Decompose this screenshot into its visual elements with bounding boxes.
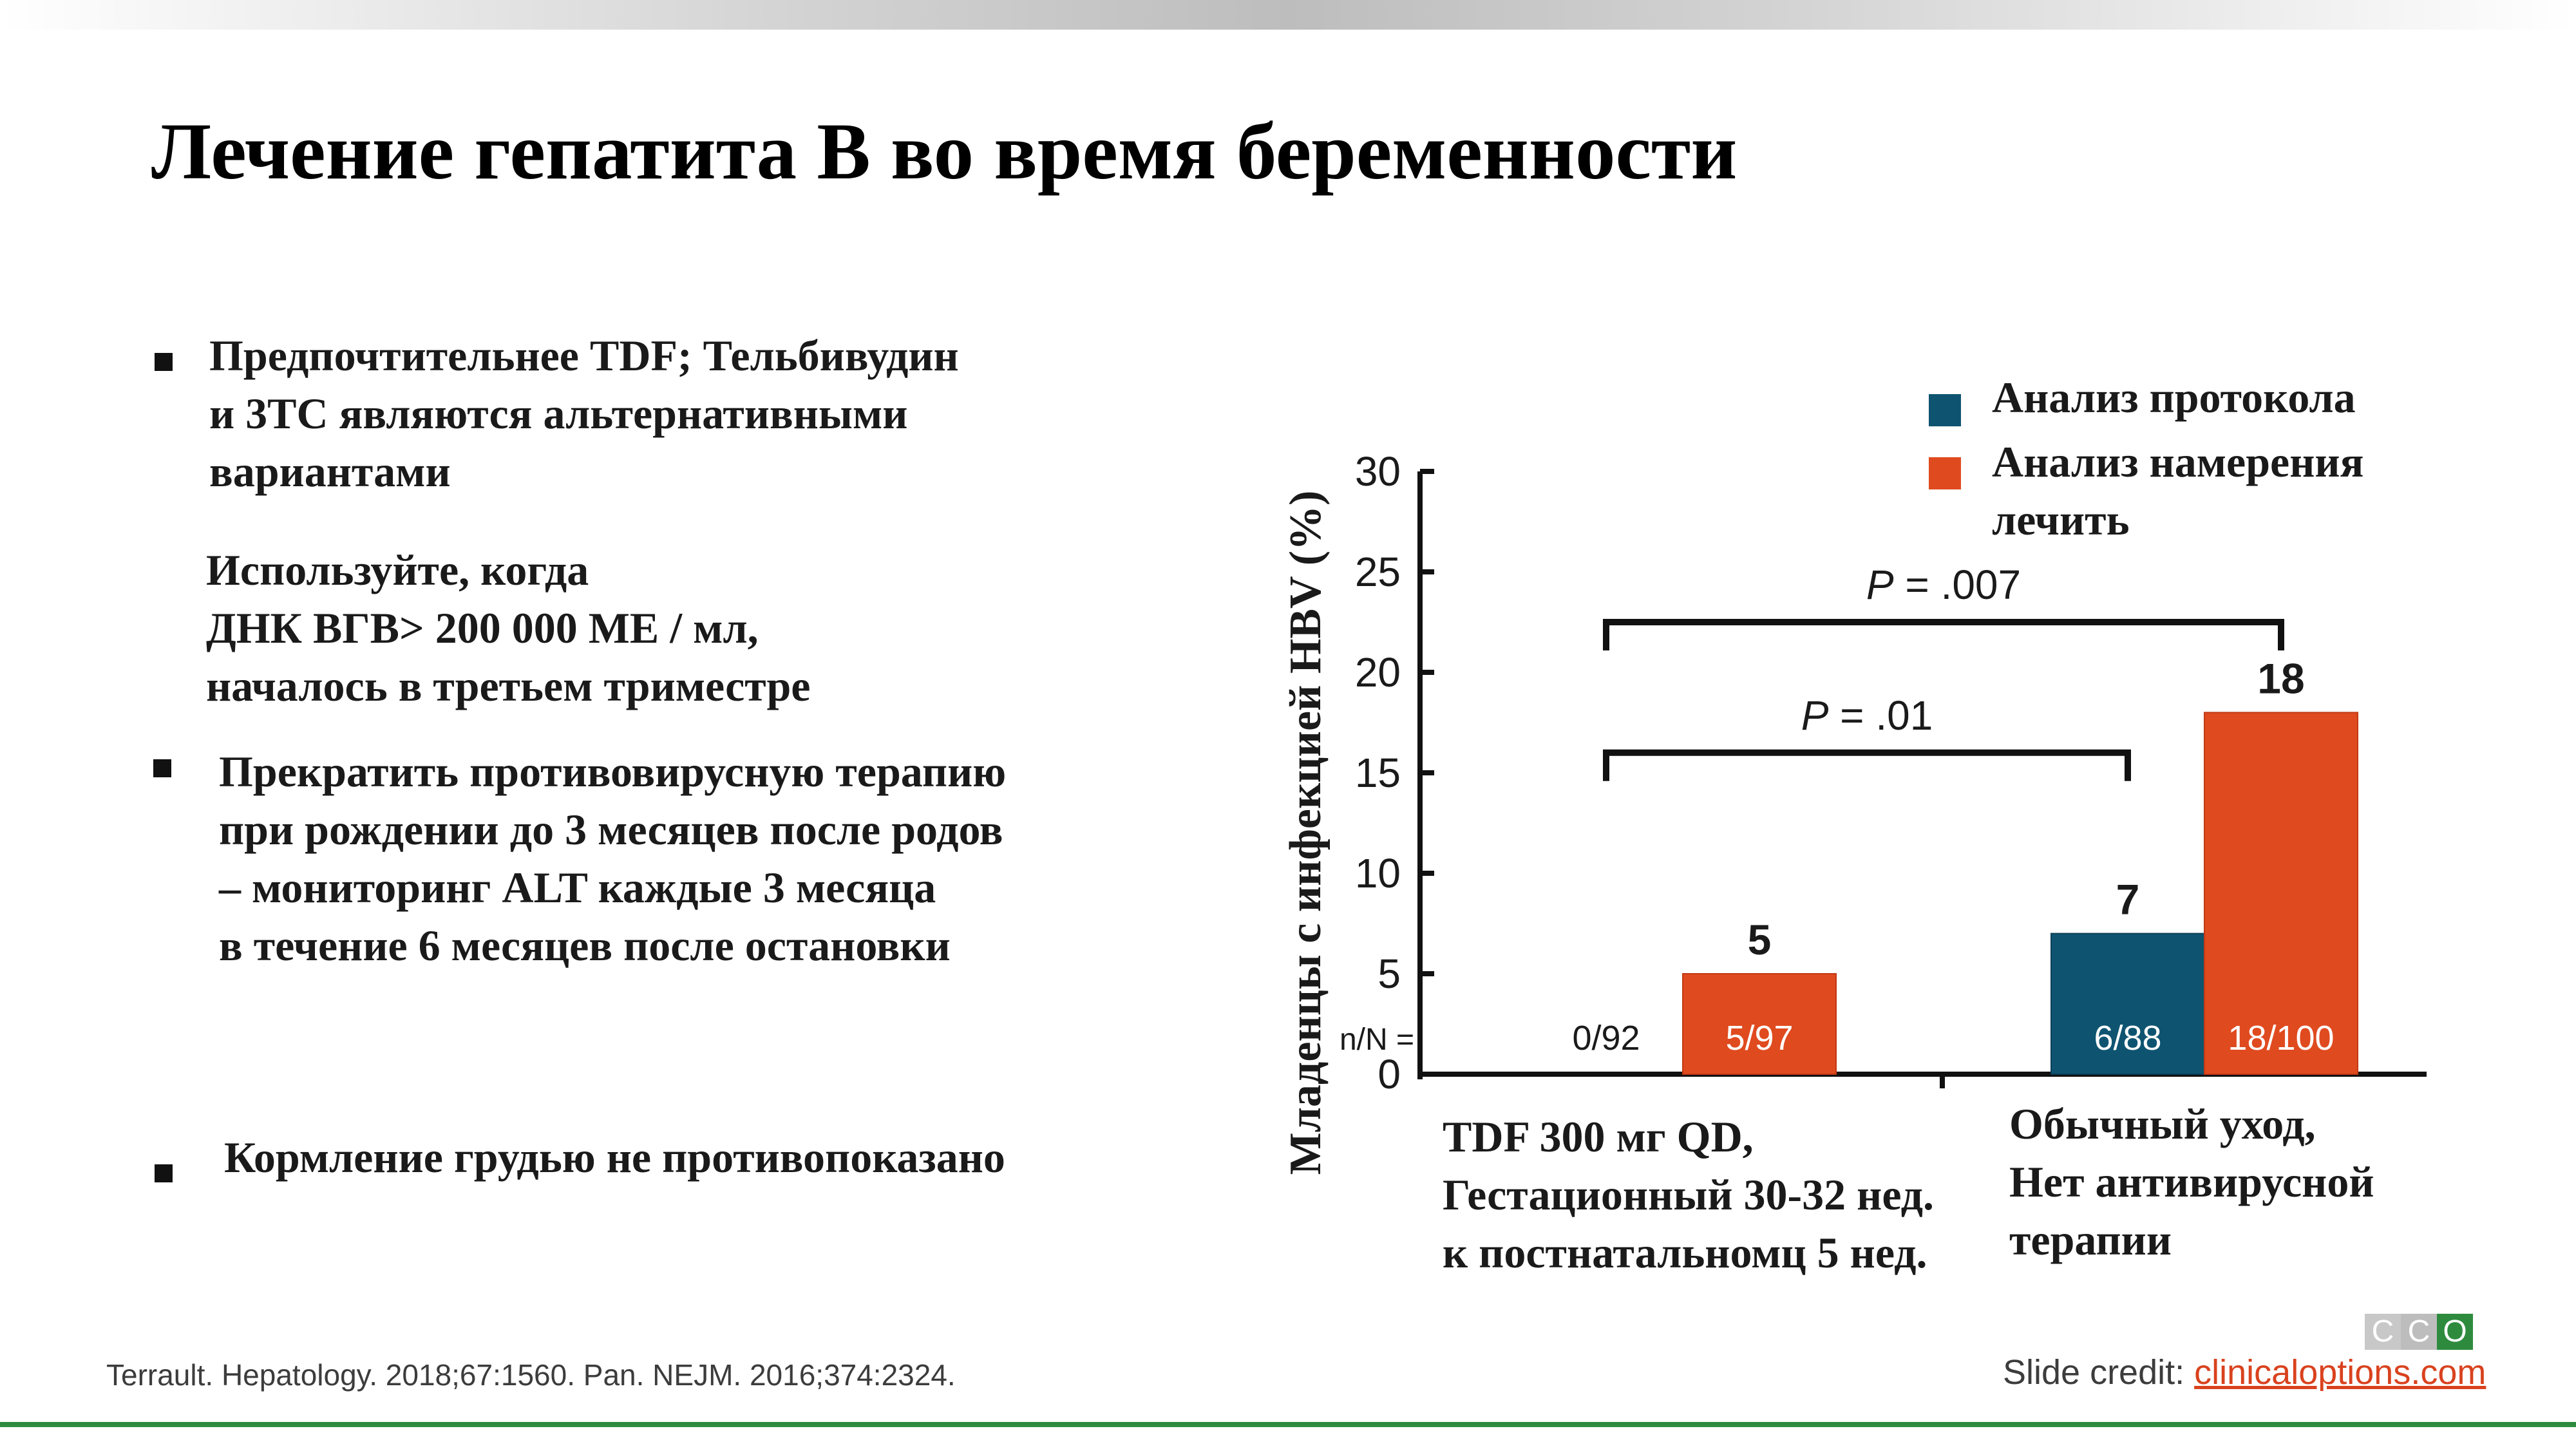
n-label: 6/88 (2094, 1019, 2161, 1057)
cco-logo: C C O (2365, 1314, 2473, 1350)
bullet-3-line-3: – мониторинг ALT каждые 3 месяца (219, 863, 936, 912)
bullet-1-line-2: и 3TC являются альтернативными (209, 389, 908, 438)
bar-value-label: 7 (2116, 876, 2140, 923)
p-symbol: P (1801, 692, 1829, 739)
bullet-3-line-4: в течение 6 месяцев после остановки (219, 921, 951, 970)
category-label-standard-care-line-1: Обычный уход, (2009, 1099, 2316, 1148)
p-value-label: P = .01 (1801, 692, 1933, 739)
n-label-prefix: n/N = (1340, 1023, 1414, 1057)
p-value: = .01 (1828, 692, 1933, 739)
legend-label-itt-line-1: Анализ намерения (1992, 437, 2364, 486)
bullet-1: Предпочтительнее TDF; Тельбивудин и 3TC … (209, 327, 959, 500)
bullet-square-icon (155, 1164, 173, 1182)
bullet-1-line-3: вариантами (209, 447, 451, 496)
p-value: = .007 (1894, 562, 2022, 608)
y-tick-label: 20 (1355, 649, 1401, 696)
bottom-green-line (0, 1422, 2576, 1427)
bullet-1-line-1: Предпочтительнее TDF; Тельбивудин (209, 331, 959, 380)
bullet-2-line-3: началось в третьем триместре (206, 661, 811, 710)
category-label-tdf-line-1: TDF 300 мг QD, (1443, 1112, 1754, 1161)
p-value-label: P = .007 (1866, 562, 2021, 608)
category-label-tdf: TDF 300 мг QD, Гестационный 30-32 нед. к… (1443, 1108, 1934, 1282)
y-tick-label: 0 (1378, 1051, 1401, 1097)
significance-bracket (1603, 749, 2131, 781)
y-tick-label: 25 (1355, 549, 1401, 595)
logo-letter-c2: C (2401, 1314, 2437, 1350)
y-tick-label: 15 (1355, 750, 1401, 796)
category-label-tdf-line-2: Гестационный 30-32 нед. (1443, 1170, 1935, 1219)
bar-1-0 (1682, 973, 1837, 1075)
bullet-square-icon (153, 759, 171, 777)
legend-swatch-itt (1929, 457, 1961, 489)
top-gradient-bar (0, 0, 2576, 30)
category-label-standard-care-line-2: Нет антивирусной (2009, 1157, 2374, 1206)
bullet-3-line-1: Прекратить противовирусную терапию (219, 747, 1007, 796)
category-label-standard-care: Обычный уход, Нет антивирусной терапии (2009, 1095, 2374, 1269)
significance-bracket (1603, 619, 2284, 650)
category-label-standard-care-line-3: терапии (2009, 1215, 2172, 1264)
bullet-4: Кормление грудью не противопоказано (224, 1128, 1005, 1186)
bullet-square-icon (155, 353, 173, 371)
y-tick-label: 10 (1355, 850, 1401, 896)
bar-value-label: 18 (2257, 654, 2304, 702)
n-label: 18/100 (2228, 1019, 2334, 1057)
legend-label-per-protocol: Анализ протокола (1992, 373, 2356, 422)
legend-swatch-per-protocol (1929, 394, 1961, 426)
y-tick-label: 5 (1378, 951, 1401, 997)
bullet-4-line-1: Кормление грудью не противопоказано (224, 1133, 1005, 1182)
logo-letter-c1: C (2365, 1314, 2401, 1350)
bullet-3: Прекратить противовирусную терапию при р… (219, 743, 1006, 974)
logo-letter-o: O (2437, 1314, 2473, 1350)
p-symbol: P (1866, 562, 1894, 608)
bullet-2-line-2: ДНК ВГВ> 200 000 МЕ / мл, (206, 603, 759, 652)
footer-reference: Terrault. Hepatology. 2018;67:1560. Pan.… (106, 1358, 956, 1392)
slide-credit-label: Slide credit: (2003, 1353, 2195, 1392)
legend-label-itt-line-2: лечить (1992, 495, 2130, 544)
bullet-2-line-1: Используйте, когда (206, 545, 589, 594)
bar-value-label: 5 (1748, 916, 1772, 963)
n-label: 5/97 (1725, 1019, 1793, 1057)
bullet-3-line-2: при рождении до 3 месяцев после родов (219, 805, 1003, 854)
n-label: 0/92 (1572, 1019, 1640, 1057)
slide-credit-link[interactable]: clinicaloptions.com (2194, 1353, 2486, 1392)
slide-title: Лечение гепатита B во время беременности (151, 108, 1738, 196)
y-tick-label: 30 (1355, 448, 1401, 495)
bar-1-1 (2204, 712, 2358, 1075)
category-label-tdf-line-3: к постнатальномц 5 нед. (1443, 1228, 1927, 1277)
slide-credit: Slide credit: clinicaloptions.com (2003, 1352, 2486, 1392)
bullet-2: Используйте, когда ДНК ВГВ> 200 000 МЕ /… (206, 541, 811, 715)
